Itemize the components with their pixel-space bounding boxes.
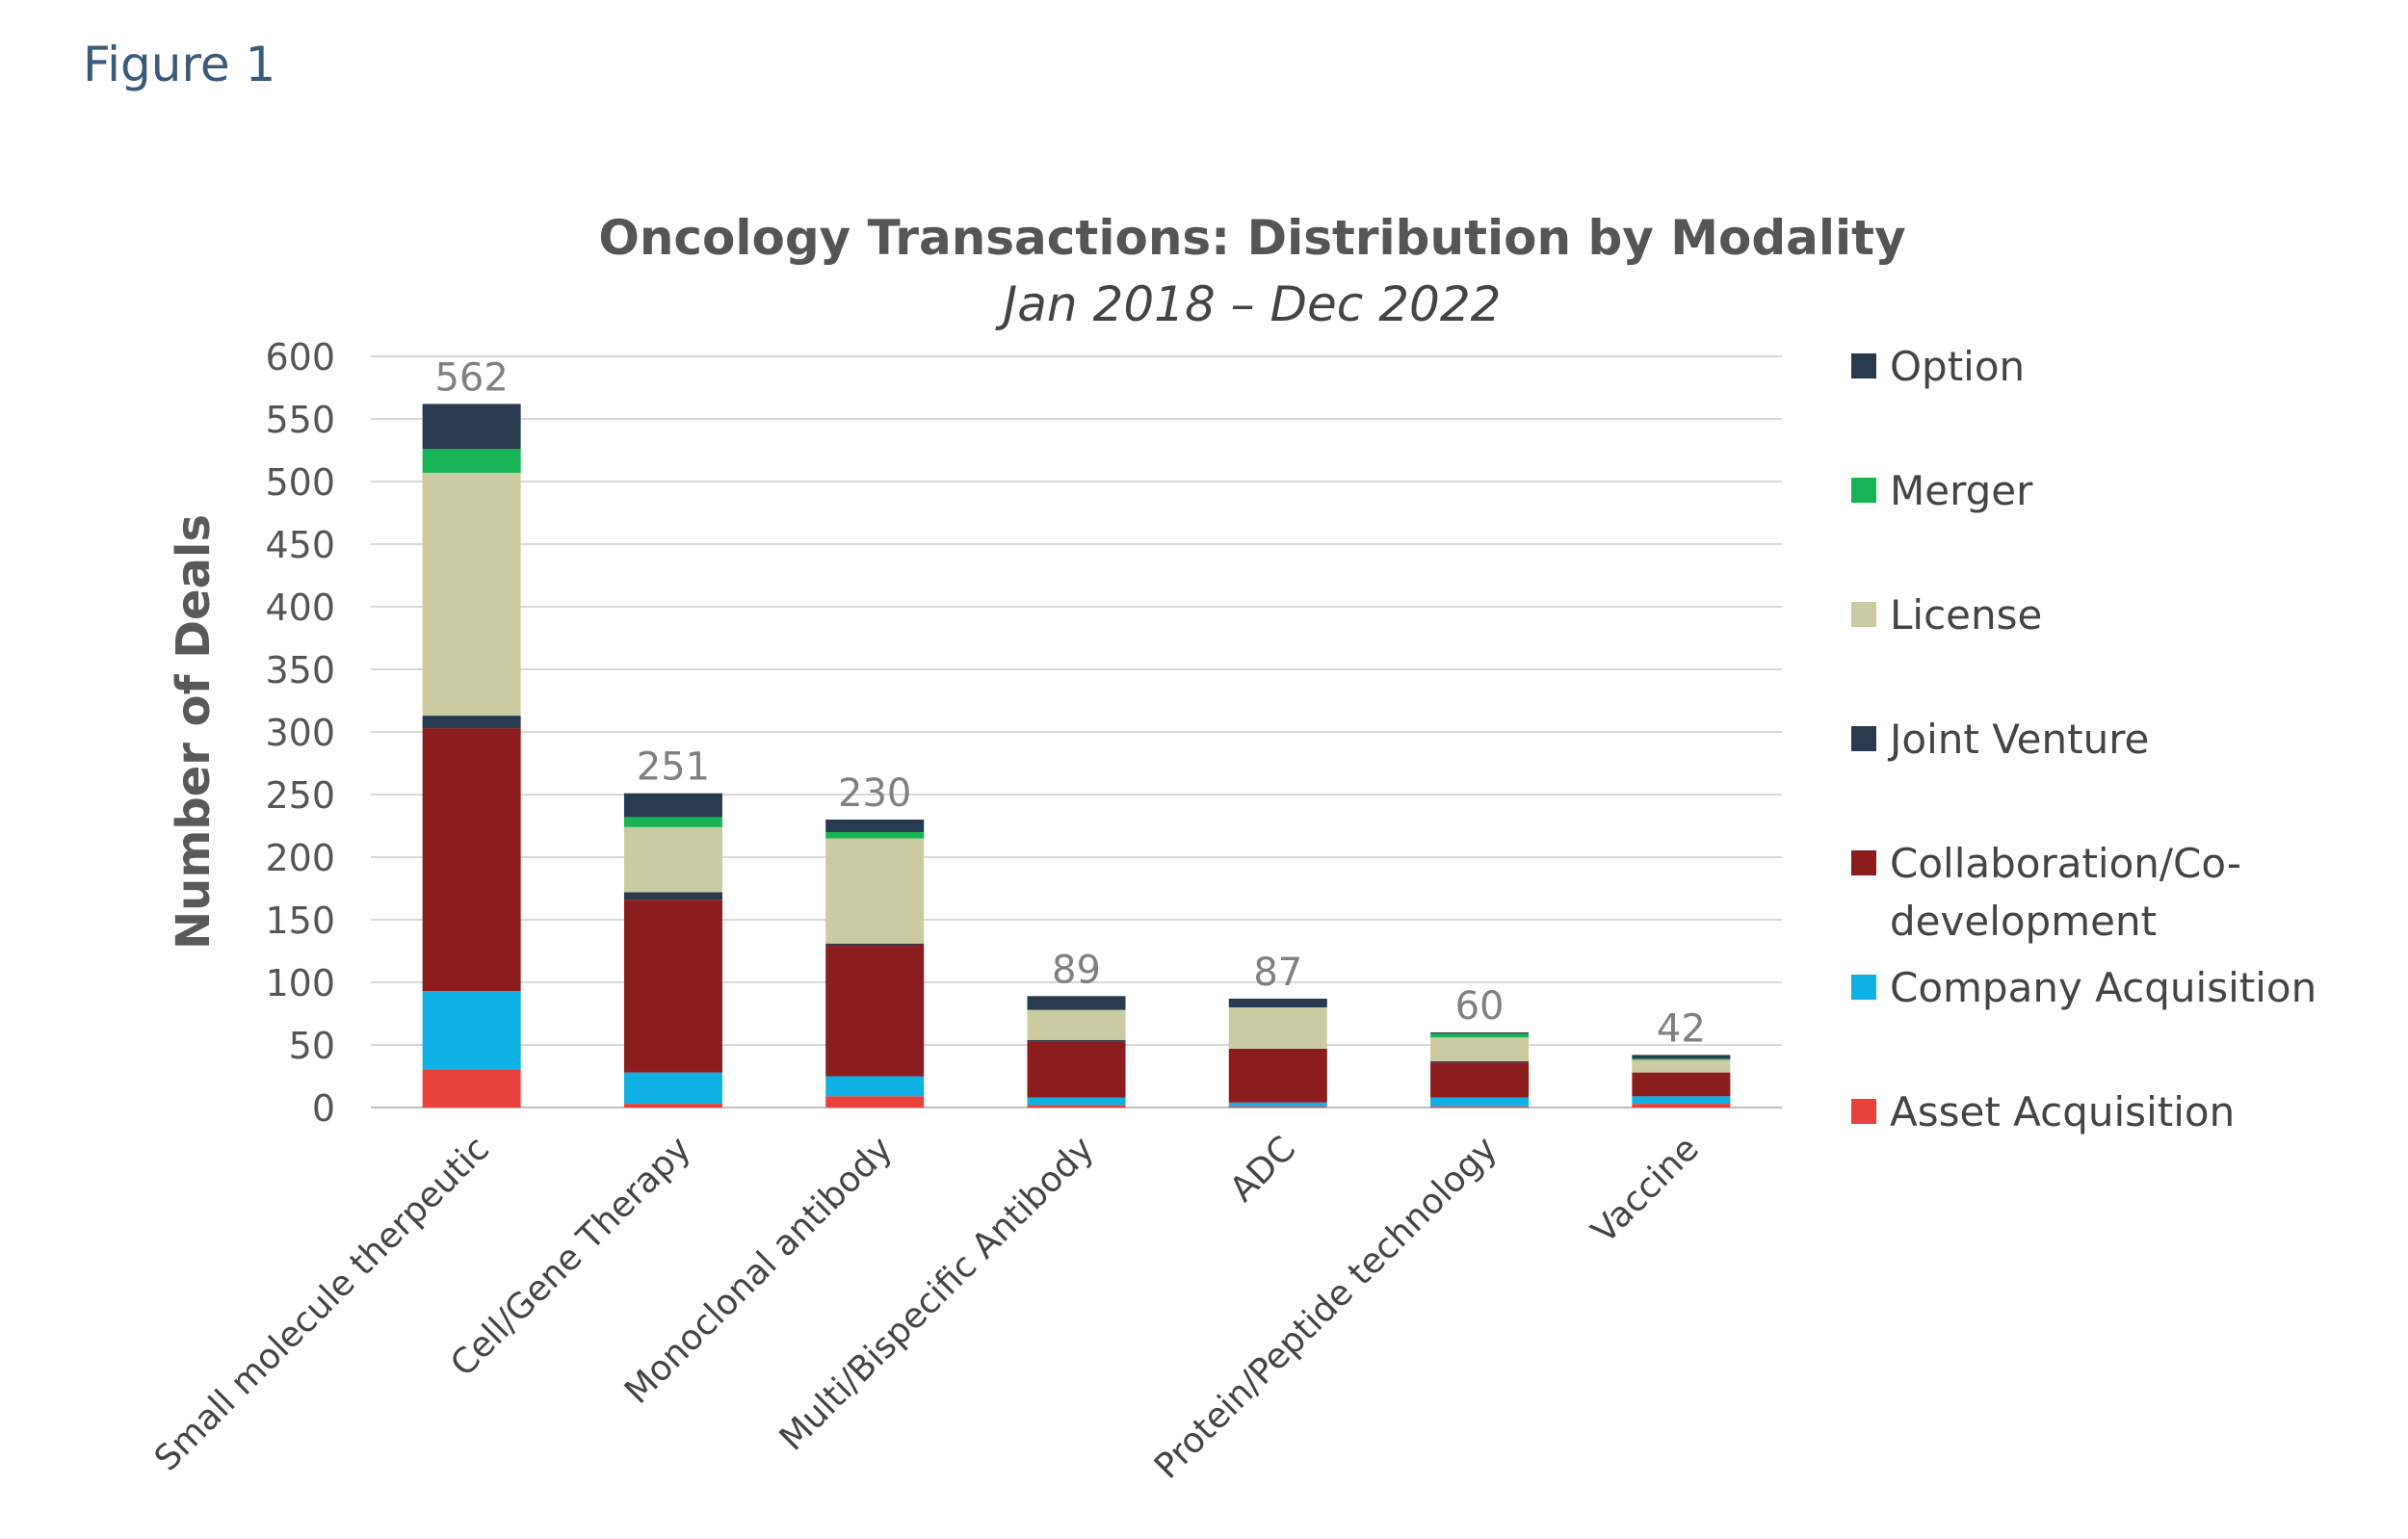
- bar-segment: [1430, 1106, 1530, 1108]
- bar-segment: [825, 1076, 925, 1097]
- bar-segment: [1632, 1058, 1731, 1060]
- bar-segment: [623, 892, 722, 900]
- x-category-label: Small molecule therpeutic: [147, 1129, 497, 1478]
- bar-segment: [1430, 1032, 1530, 1034]
- legend-label: Option: [1890, 343, 2025, 390]
- legend-swatch: [1851, 850, 1876, 875]
- y-tick-label: 350: [265, 649, 335, 691]
- bar-segment: [623, 793, 722, 818]
- bar-segment: [422, 991, 521, 1070]
- y-tick-label: 200: [265, 837, 335, 879]
- bar-total-label: 230: [838, 771, 911, 816]
- grid-lines: [371, 355, 1782, 1109]
- bars: [422, 404, 1731, 1108]
- bar-segment: [623, 826, 722, 893]
- bar-segment: [623, 817, 722, 827]
- bar-segment: [422, 449, 521, 473]
- bar-segment: [1430, 1062, 1530, 1098]
- y-tick-label: 300: [265, 712, 335, 754]
- bar-segment: [1430, 1097, 1530, 1107]
- bar-segment: [825, 1096, 925, 1108]
- chart-title: Oncology Transactions: Distribution by M…: [598, 210, 1905, 266]
- bar-total-label: 251: [637, 745, 710, 790]
- legend-label: Merger: [1890, 467, 2033, 514]
- bar-segment: [422, 1070, 521, 1108]
- x-category-label: Vaccine: [1584, 1129, 1707, 1251]
- figure-label: Figure 1: [83, 37, 276, 92]
- bar-total-label: 89: [1052, 948, 1101, 992]
- y-tick-label: 250: [265, 774, 335, 817]
- bar-segment: [1430, 1037, 1530, 1061]
- bar-segment: [1632, 1104, 1731, 1108]
- bar-total-label: 562: [434, 355, 508, 400]
- legend-swatch: [1851, 726, 1876, 751]
- y-tick-label: 550: [265, 399, 335, 441]
- bar-segment: [623, 1072, 722, 1105]
- bar-segment: [1027, 996, 1126, 1010]
- bar-segment: [1228, 998, 1327, 1007]
- total-labels: 562 251 230 89 87 60 42: [434, 355, 1705, 1051]
- legend-swatch: [1851, 602, 1876, 627]
- bar-segment: [825, 820, 925, 832]
- bar-segment: [1027, 1039, 1126, 1042]
- bar-segment: [422, 716, 521, 729]
- legend-swatch: [1851, 353, 1876, 378]
- bar-segment: [1632, 1059, 1731, 1073]
- y-tick-label: 150: [265, 900, 335, 942]
- legend-label: Asset Acquisition: [1890, 1088, 2235, 1135]
- bar-segment: [1027, 1041, 1126, 1098]
- legend: Option Merger License Joint Venture Collabor…: [1851, 343, 2316, 1135]
- bar-segment: [1430, 1060, 1530, 1063]
- bar-segment: [1027, 1097, 1126, 1106]
- y-tick-label: 50: [289, 1025, 335, 1067]
- bar-segment: [623, 1104, 722, 1108]
- bar-segment: [422, 728, 521, 992]
- y-tick-label: 600: [265, 336, 335, 378]
- legend-swatch: [1851, 1099, 1876, 1124]
- bar-segment: [825, 832, 925, 839]
- legend-swatch: [1851, 975, 1876, 1000]
- y-tick-label: 400: [265, 587, 335, 629]
- y-axis-ticks: 0 50 100 150 200 250 300 350 400 450 500 550 600: [265, 336, 335, 1130]
- y-tick-label: 450: [265, 524, 335, 566]
- bar-segment: [825, 943, 925, 945]
- legend-label: Collaboration/Co-development: [1890, 840, 2241, 945]
- y-tick-label: 500: [265, 461, 335, 504]
- y-axis-label: Number of Deals: [167, 514, 221, 950]
- bar-segment: [1228, 1007, 1327, 1049]
- bar-segment: [825, 945, 925, 1077]
- legend-swatch: [1851, 478, 1876, 503]
- bar-segment: [1228, 1048, 1327, 1103]
- bar-segment: [623, 900, 722, 1073]
- bar-segment: [1027, 1105, 1126, 1108]
- y-tick-label: 100: [265, 962, 335, 1004]
- legend-label: License: [1890, 591, 2042, 639]
- legend-label: Joint Venture: [1887, 716, 2149, 763]
- bar-segment: [1632, 1072, 1731, 1097]
- bar-total-label: 60: [1455, 984, 1505, 1029]
- bar-total-label: 87: [1253, 951, 1302, 995]
- bar-segment: [422, 472, 521, 717]
- bar-total-label: 42: [1657, 1006, 1706, 1051]
- x-category-label: Protein/Peptide technology: [1147, 1129, 1505, 1486]
- bar-segment: [1632, 1055, 1731, 1059]
- bar-segment: [1228, 1102, 1327, 1107]
- bar-segment: [1430, 1033, 1530, 1038]
- legend-label: Company Acquisition: [1890, 964, 2316, 1011]
- bar-segment: [1228, 1106, 1327, 1108]
- bar-segment: [422, 404, 521, 450]
- bar-segment: [825, 838, 925, 944]
- chart-subtitle: Jan 2018 – Dec 2022: [995, 276, 1502, 332]
- x-category-label: ADC: [1222, 1129, 1303, 1210]
- y-tick-label: 0: [312, 1087, 335, 1130]
- bar-segment: [1632, 1096, 1731, 1105]
- bar-segment: [1027, 1009, 1126, 1040]
